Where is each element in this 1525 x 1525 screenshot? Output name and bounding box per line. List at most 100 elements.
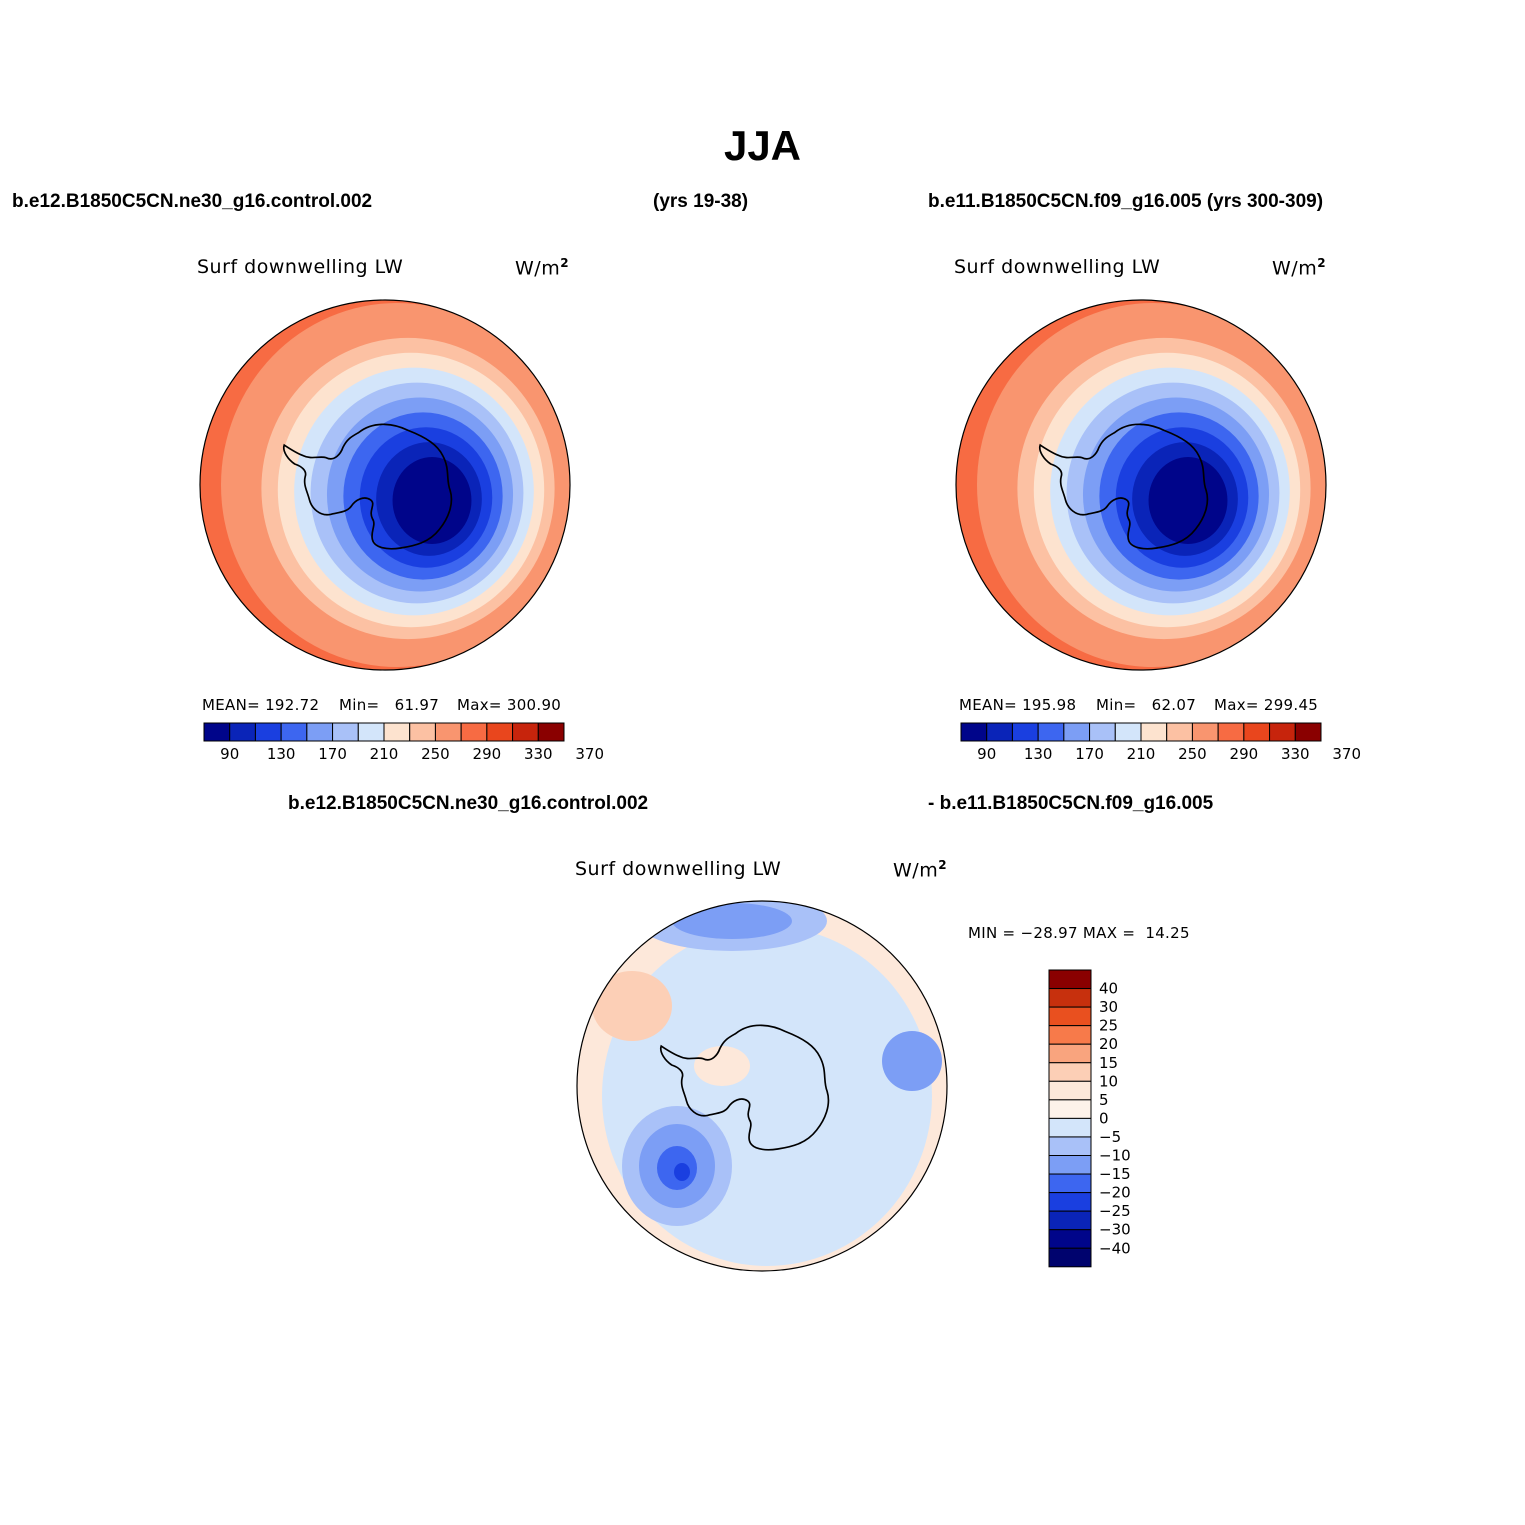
colorbar-tick-label: 40 xyxy=(1099,980,1118,998)
colorbar-box xyxy=(1114,722,1142,742)
colorbar-box xyxy=(1048,1173,1092,1194)
panel1-min-label: Min= xyxy=(339,696,380,714)
colorbar-tick-label: −25 xyxy=(1099,1202,1131,1220)
colorbar-tick-label: 130 xyxy=(267,745,296,763)
diff-west-red xyxy=(592,971,672,1041)
colorbar-panel-2: 90 130 170 210 250 290 330 370 xyxy=(960,722,1361,763)
map2-frame xyxy=(955,299,1327,671)
colorbar-box xyxy=(460,722,488,742)
panel2-units: W/m2 xyxy=(1272,256,1326,279)
diff-case-b: - b.e11.B1850C5CN.f09_g16.005 xyxy=(928,793,1214,814)
case-name-right: b.e11.B1850C5CN.f09_g16.005 (yrs 300-309… xyxy=(928,191,1324,212)
colorbar-tick-label: 290 xyxy=(473,745,502,763)
panel3-minmax: MIN = −28.97 MAX = 14.25 xyxy=(968,924,1190,942)
panel3-variable: Surf downwelling LW xyxy=(575,858,782,880)
diff-sw-center xyxy=(674,1163,690,1181)
colorbar-box xyxy=(306,722,334,742)
colorbar-box xyxy=(537,722,565,742)
colorbar-box xyxy=(203,722,231,742)
colorbar-box xyxy=(1048,1136,1092,1156)
colorbar-tick-label: 250 xyxy=(421,745,450,763)
panel3-units: W/m2 xyxy=(893,858,947,881)
panel1-max-label: Max= xyxy=(457,696,502,714)
panel1-mean-label: MEAN= xyxy=(202,696,260,714)
panel1-min: Min= 61.97 xyxy=(339,696,439,714)
panel2-min-label: Min= xyxy=(1096,696,1137,714)
map-panel-2 xyxy=(956,300,1326,670)
colorbar-tick-label: 290 xyxy=(1230,745,1259,763)
colorbar-box xyxy=(1166,722,1193,742)
colorbar-tick-label: 210 xyxy=(370,745,399,763)
colorbar-box xyxy=(960,722,988,742)
panel1-mean-value: 192.72 xyxy=(265,696,320,714)
colorbar-box xyxy=(254,722,282,742)
colorbar-tick-label: 170 xyxy=(318,745,347,763)
diff-peninsula-pos xyxy=(694,1046,750,1086)
colorbar-box xyxy=(1048,1006,1092,1027)
panel2-mean-value: 195.98 xyxy=(1022,696,1077,714)
colorbar-box xyxy=(1048,1192,1092,1212)
map3-frame xyxy=(576,900,948,1272)
case-name-left: b.e12.B1850C5CN.ne30_g16.control.002 xyxy=(12,191,373,212)
panel2-units-sup: 2 xyxy=(1317,256,1327,270)
colorbar-box xyxy=(1243,722,1271,742)
panel1-max: Max= 300.90 xyxy=(457,696,561,714)
panel2-units-text: W/m xyxy=(1272,257,1318,280)
colorbar-box xyxy=(1037,722,1065,742)
colorbar-box xyxy=(357,722,385,742)
colorbar-box xyxy=(512,722,539,742)
colorbar-box xyxy=(229,722,256,742)
panel3-max-label: MAX = xyxy=(1082,924,1136,942)
colorbar-box xyxy=(1048,1080,1092,1101)
diff-north-core xyxy=(672,903,792,939)
panel1-min-value: 61.97 xyxy=(394,696,440,714)
panel1-mean: MEAN= 192.72 xyxy=(202,696,319,714)
panel2-max: Max= 299.45 xyxy=(1214,696,1318,714)
colorbar-box xyxy=(1048,1062,1092,1082)
colorbar-box xyxy=(1294,722,1322,742)
colorbar-tick-label: −10 xyxy=(1099,1147,1131,1165)
colorbar-box xyxy=(1140,722,1168,742)
colorbar-tick-label: −30 xyxy=(1099,1221,1131,1239)
colorbar-tick-label: 25 xyxy=(1099,1017,1118,1035)
panel2-min-value: 62.07 xyxy=(1151,696,1197,714)
map-panel-1 xyxy=(200,300,570,670)
colorbar-box xyxy=(1048,1210,1092,1231)
colorbar-tick-label: 15 xyxy=(1099,1054,1118,1072)
colorbar-tick-label: 370 xyxy=(575,745,604,763)
colorbar-tick-label: −40 xyxy=(1099,1239,1131,1257)
colorbar-box xyxy=(1191,722,1219,742)
colorbar-tick-label: 370 xyxy=(1332,745,1361,763)
colorbar-tick-label: −5 xyxy=(1099,1128,1121,1146)
panel2-mean: MEAN= 195.98 xyxy=(959,696,1076,714)
colorbar-tick-label: 130 xyxy=(1024,745,1053,763)
map-panel-difference xyxy=(577,901,947,1271)
colorbar-box xyxy=(383,722,411,742)
colorbar-tick-label: 330 xyxy=(1281,745,1310,763)
colorbar-box xyxy=(1048,1117,1092,1138)
colorbar-box xyxy=(434,722,462,742)
panel3-units-sup: 2 xyxy=(938,858,948,872)
panel2-mean-label: MEAN= xyxy=(959,696,1017,714)
colorbar-tick-label: 170 xyxy=(1075,745,1104,763)
colorbar-tick-label: 10 xyxy=(1099,1072,1118,1090)
colorbar-box xyxy=(332,722,359,742)
colorbar-tick-label: −15 xyxy=(1099,1165,1131,1183)
colorbar-box xyxy=(1048,1025,1092,1045)
colorbar-box xyxy=(486,722,514,742)
diff-case-a: b.e12.B1850C5CN.ne30_g16.control.002 xyxy=(288,793,649,814)
colorbar-tick-label: 90 xyxy=(977,745,996,763)
panel1-variable: Surf downwelling LW xyxy=(197,256,404,278)
map1-frame xyxy=(199,299,571,671)
panel1-max-value: 300.90 xyxy=(506,696,562,714)
colorbar-box xyxy=(1089,722,1116,742)
panel3-units-text: W/m xyxy=(893,859,939,882)
colorbar-box xyxy=(1048,988,1092,1008)
map-ring-9 xyxy=(1148,457,1228,544)
panel1-units-text: W/m xyxy=(515,257,561,280)
panel2-min: Min= 62.07 xyxy=(1096,696,1196,714)
map-ring-9 xyxy=(392,457,472,544)
colorbar-box xyxy=(1048,969,1092,990)
